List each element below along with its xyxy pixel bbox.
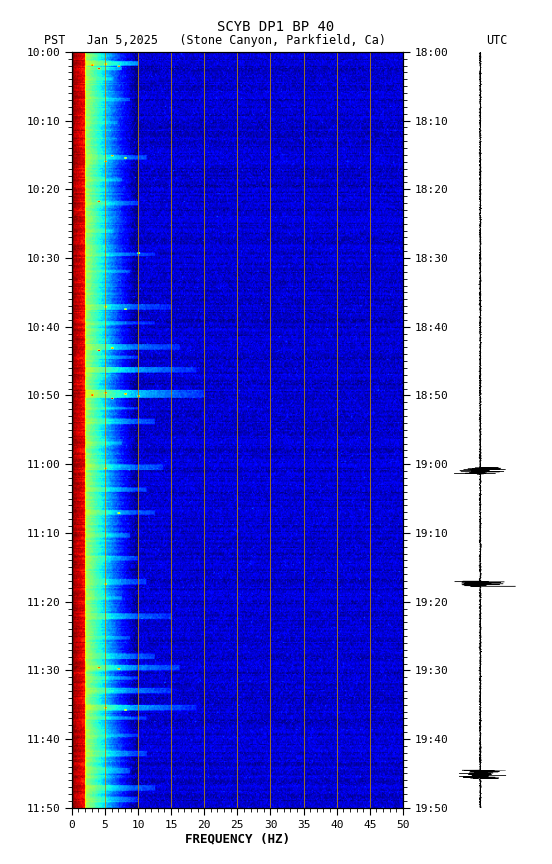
Text: PST   Jan 5,2025   (Stone Canyon, Parkfield, Ca): PST Jan 5,2025 (Stone Canyon, Parkfield,… <box>44 34 386 47</box>
Text: SCYB DP1 BP 40: SCYB DP1 BP 40 <box>217 20 335 34</box>
Text: UTC: UTC <box>486 34 507 47</box>
X-axis label: FREQUENCY (HZ): FREQUENCY (HZ) <box>185 832 290 845</box>
